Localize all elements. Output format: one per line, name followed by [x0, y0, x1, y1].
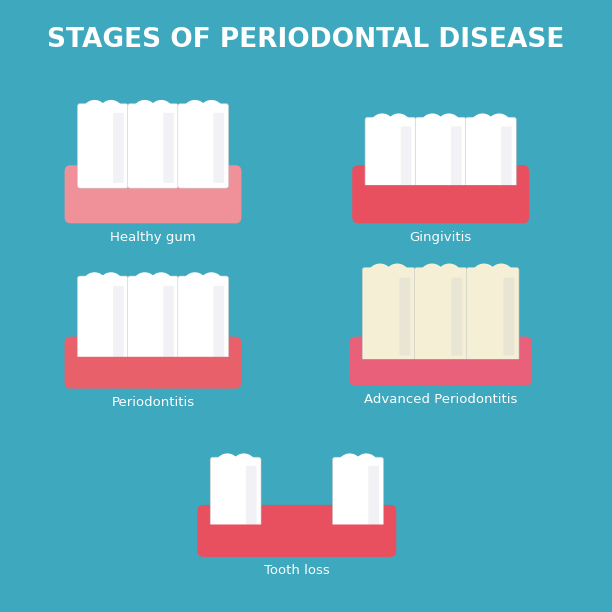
- FancyBboxPatch shape: [67, 357, 239, 386]
- Text: Gingivitis: Gingivitis: [409, 231, 472, 244]
- FancyBboxPatch shape: [414, 267, 467, 361]
- FancyBboxPatch shape: [200, 524, 394, 554]
- FancyBboxPatch shape: [77, 276, 128, 367]
- FancyBboxPatch shape: [333, 457, 383, 536]
- Circle shape: [370, 113, 395, 138]
- Circle shape: [488, 264, 514, 289]
- Text: Periodontitis: Periodontitis: [111, 396, 195, 409]
- FancyBboxPatch shape: [77, 103, 128, 188]
- Circle shape: [132, 272, 157, 297]
- Circle shape: [82, 100, 107, 125]
- Circle shape: [149, 100, 174, 125]
- Circle shape: [231, 453, 256, 478]
- Text: STAGES OF PERIODONTAL DISEASE: STAGES OF PERIODONTAL DISEASE: [47, 27, 565, 53]
- Circle shape: [215, 453, 240, 478]
- Text: Healthy gum: Healthy gum: [110, 231, 196, 244]
- FancyBboxPatch shape: [416, 117, 466, 202]
- FancyBboxPatch shape: [365, 117, 416, 202]
- Circle shape: [419, 264, 445, 289]
- FancyBboxPatch shape: [349, 337, 532, 386]
- Circle shape: [354, 453, 379, 478]
- FancyBboxPatch shape: [163, 113, 174, 183]
- Circle shape: [149, 272, 174, 297]
- Circle shape: [99, 100, 124, 125]
- Circle shape: [436, 264, 462, 289]
- Circle shape: [367, 264, 393, 289]
- FancyBboxPatch shape: [352, 165, 529, 223]
- FancyBboxPatch shape: [451, 278, 463, 356]
- Circle shape: [132, 100, 157, 125]
- FancyBboxPatch shape: [246, 466, 256, 531]
- FancyBboxPatch shape: [113, 286, 124, 361]
- FancyBboxPatch shape: [451, 126, 461, 196]
- Circle shape: [420, 113, 445, 138]
- Circle shape: [470, 113, 495, 138]
- FancyBboxPatch shape: [127, 103, 179, 188]
- FancyBboxPatch shape: [214, 286, 224, 361]
- FancyBboxPatch shape: [178, 276, 228, 367]
- FancyBboxPatch shape: [67, 199, 239, 220]
- FancyBboxPatch shape: [214, 113, 224, 183]
- Circle shape: [182, 100, 207, 125]
- FancyBboxPatch shape: [355, 185, 526, 220]
- FancyBboxPatch shape: [362, 267, 415, 361]
- FancyBboxPatch shape: [466, 117, 517, 202]
- Circle shape: [337, 453, 362, 478]
- FancyBboxPatch shape: [65, 165, 241, 223]
- Circle shape: [384, 264, 410, 289]
- FancyBboxPatch shape: [211, 457, 261, 536]
- FancyBboxPatch shape: [163, 286, 174, 361]
- FancyBboxPatch shape: [466, 267, 519, 361]
- FancyBboxPatch shape: [399, 278, 411, 356]
- Circle shape: [199, 272, 224, 297]
- FancyBboxPatch shape: [503, 278, 515, 356]
- Text: Advanced Periodontitis: Advanced Periodontitis: [364, 393, 517, 406]
- FancyBboxPatch shape: [65, 337, 241, 389]
- Circle shape: [82, 272, 107, 297]
- FancyBboxPatch shape: [401, 126, 411, 196]
- Circle shape: [471, 264, 497, 289]
- Circle shape: [436, 113, 461, 138]
- Text: Tooth loss: Tooth loss: [264, 564, 330, 577]
- FancyBboxPatch shape: [353, 359, 529, 382]
- FancyBboxPatch shape: [197, 505, 397, 557]
- Circle shape: [182, 272, 207, 297]
- FancyBboxPatch shape: [113, 113, 124, 183]
- Circle shape: [99, 272, 124, 297]
- Circle shape: [386, 113, 411, 138]
- FancyBboxPatch shape: [178, 103, 228, 188]
- FancyBboxPatch shape: [368, 466, 379, 531]
- FancyBboxPatch shape: [127, 276, 179, 367]
- Circle shape: [199, 100, 224, 125]
- FancyBboxPatch shape: [501, 126, 512, 196]
- Circle shape: [487, 113, 512, 138]
